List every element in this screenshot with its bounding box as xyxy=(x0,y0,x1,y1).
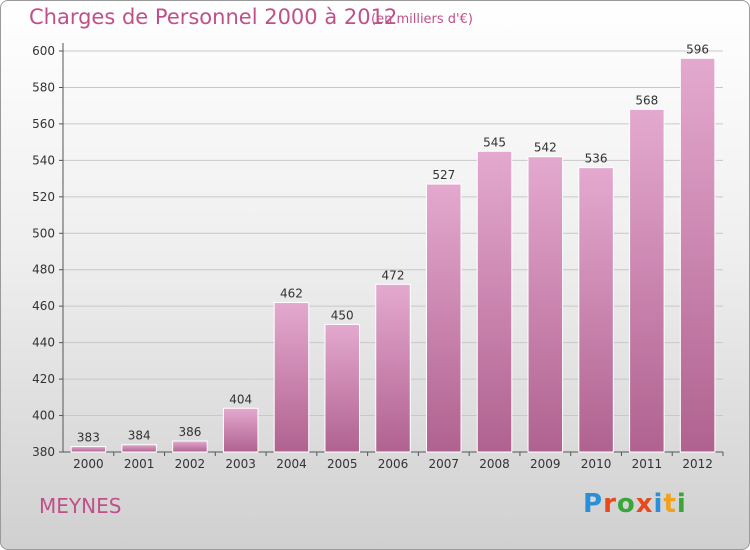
x-tick-label: 2005 xyxy=(327,457,358,471)
y-tick-label: 520 xyxy=(32,190,55,204)
y-tick-label: 480 xyxy=(32,263,55,277)
x-tick-label: 2006 xyxy=(378,457,409,471)
data-label: 542 xyxy=(534,141,557,155)
logo-letter: x xyxy=(635,489,654,519)
bar xyxy=(70,446,107,453)
bar xyxy=(578,167,614,453)
data-label: 462 xyxy=(280,287,303,301)
logo-letter: t xyxy=(663,489,677,519)
data-label: 545 xyxy=(483,135,506,149)
bar xyxy=(679,57,716,453)
x-tick-label: 2001 xyxy=(124,457,155,471)
y-tick-label: 500 xyxy=(32,226,55,240)
data-label: 450 xyxy=(331,308,354,322)
x-tick-label: 2009 xyxy=(530,457,561,471)
logo-letter: i xyxy=(653,489,664,519)
y-tick-label: 560 xyxy=(32,117,55,131)
x-tick-label: 2012 xyxy=(682,457,713,471)
x-tick-label: 2008 xyxy=(479,457,510,471)
bar xyxy=(324,323,360,453)
data-label: 384 xyxy=(128,429,151,443)
y-tick-label: 580 xyxy=(32,80,55,94)
x-tick-labels: 2000 2001 2002 2003 2004 2005 2006 2007 2008 2009… xyxy=(73,457,713,471)
proxiti-logo[interactable]: Proxiti xyxy=(583,489,687,519)
y-tick-label: 540 xyxy=(32,153,55,167)
y-tick-label: 460 xyxy=(32,299,55,313)
commune-name: MEYNES xyxy=(39,494,122,518)
chart-title: Charges de Personnel 2000 à 2012 xyxy=(29,5,398,29)
data-label: 386 xyxy=(178,425,201,439)
x-tick-label: 2003 xyxy=(225,457,256,471)
data-labels: 383 384 386 404 462 450 472 527 545 542 536 568 596 xyxy=(77,42,709,444)
y-tick-label: 440 xyxy=(32,336,55,350)
bar xyxy=(172,440,208,453)
bar xyxy=(426,183,462,453)
bar xyxy=(273,302,310,453)
bar xyxy=(222,407,259,453)
bar xyxy=(375,283,411,453)
x-tick-label: 2011 xyxy=(632,457,663,471)
bar xyxy=(121,444,157,453)
y-tick-label: 420 xyxy=(32,372,55,386)
y-tick-label: 600 xyxy=(32,44,55,58)
y-tick-labels: 380 400 420 440 460 480 500 520 540 560 580 600 xyxy=(32,44,55,459)
logo-letter: o xyxy=(616,489,636,519)
bars xyxy=(70,57,716,453)
logo-letter: P xyxy=(583,489,604,519)
bar xyxy=(476,150,513,453)
y-tick-label: 380 xyxy=(32,445,55,459)
logo-letter: i xyxy=(676,489,687,519)
x-tick-label: 2010 xyxy=(581,457,612,471)
x-tick-label: 2002 xyxy=(175,457,206,471)
data-label: 596 xyxy=(686,42,709,56)
data-label: 527 xyxy=(432,168,455,182)
bar xyxy=(527,156,564,453)
y-tick-label: 400 xyxy=(32,409,55,423)
chart-unit: (en milliers d'€) xyxy=(371,12,473,27)
data-label: 404 xyxy=(229,392,252,406)
x-tick-label: 2007 xyxy=(428,457,459,471)
x-tick-label: 2004 xyxy=(276,457,307,471)
data-label: 568 xyxy=(635,93,658,107)
bar xyxy=(629,108,665,453)
data-label: 383 xyxy=(77,431,100,445)
x-tick-label: 2000 xyxy=(73,457,104,471)
data-label: 536 xyxy=(585,152,608,166)
data-label: 472 xyxy=(382,268,405,282)
logo-letter: r xyxy=(603,489,617,519)
